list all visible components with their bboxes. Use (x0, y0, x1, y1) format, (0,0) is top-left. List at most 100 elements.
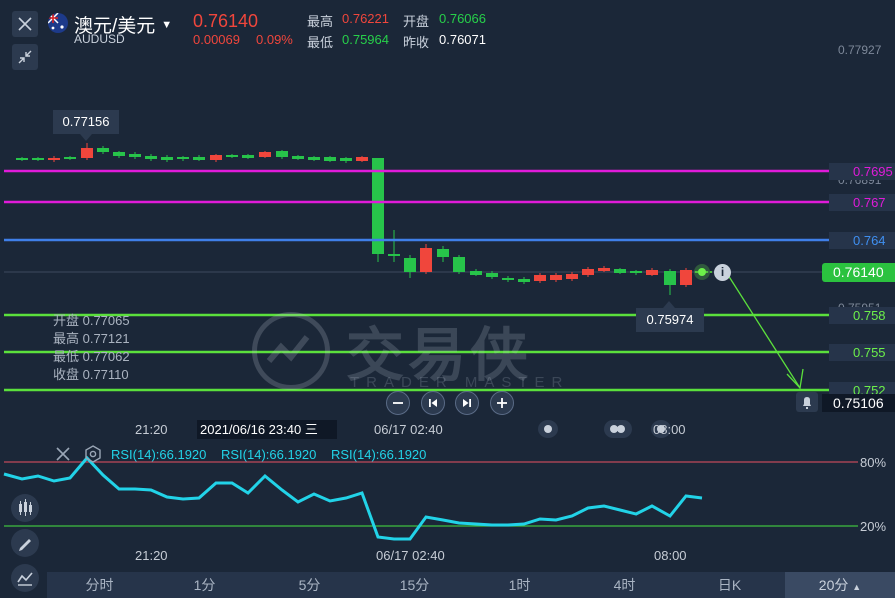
rsi-time-label-3: 08:00 (654, 548, 687, 563)
high-value: 0.76221 (342, 11, 389, 26)
ohlc-open: 开盘 0.77065 (53, 313, 130, 328)
candle-body (630, 271, 642, 273)
tab-timeline[interactable]: 分时 (85, 577, 114, 593)
draw-tool-button[interactable] (11, 529, 39, 557)
level-tag-2: 0.764 (829, 232, 895, 249)
candle-body (453, 257, 465, 272)
candle-body (356, 157, 368, 161)
current-price: 0.76140 (193, 11, 259, 31)
rsi-time-label-2: 06/17 02:40 (376, 548, 445, 563)
candle-body (598, 268, 610, 271)
rsi-label-3: RSI(14):66.1920 (331, 447, 427, 462)
candle-body (646, 270, 658, 275)
candle-body (664, 271, 676, 285)
selected-time-text: 2021/06/16 23:40 三 (200, 422, 318, 437)
candle-body (340, 158, 352, 161)
current-price-tag: 0.76140 (822, 263, 895, 282)
candle-body (518, 279, 530, 282)
candle-body (32, 158, 44, 160)
tab-20min-active[interactable]: 20分 ▲ (785, 572, 895, 598)
time-label-2: 06/17 02:40 (374, 422, 443, 437)
candle-body (420, 248, 432, 272)
tab-5min[interactable]: 5分 (298, 577, 321, 593)
candle-body (292, 156, 304, 159)
selected-time-label: 2021/06/16 23:40 三 (197, 420, 337, 439)
scroll-right-button[interactable] (455, 391, 479, 415)
rsi-settings-icon[interactable] (84, 445, 102, 463)
ohlc-close: 收盘 0.77110 (53, 367, 129, 382)
zoom-out-button[interactable] (386, 391, 410, 415)
rsi-upper-label: 80% (860, 455, 887, 470)
tab-1min[interactable]: 1分 (193, 577, 216, 593)
candle-body (404, 258, 416, 272)
flag-icon (48, 13, 68, 33)
candle-body (113, 152, 125, 156)
ohlc-panel: 开盘 0.77065 最高 0.77121 最低 0.77062 收盘 0.77… (53, 312, 130, 384)
pencil-icon (19, 539, 31, 551)
timeline-dot-1[interactable] (538, 420, 558, 438)
ohlc-low: 最低 0.77062 (53, 349, 130, 364)
low-marker-pointer (663, 301, 675, 308)
live-price-dot (698, 268, 706, 276)
bell-button[interactable] (796, 392, 818, 412)
open-label: 开盘 (403, 14, 430, 29)
symbol-code: AUDUSD (74, 32, 125, 46)
open-value: 0.76066 (439, 11, 486, 26)
high-marker-pointer (80, 134, 92, 141)
rsi-close-icon[interactable] (55, 446, 71, 462)
low-marker-tooltip: 0.75974 (636, 308, 704, 332)
zoom-in-button[interactable] (490, 391, 514, 415)
candle-body (582, 269, 594, 275)
tab-15min[interactable]: 15分 (399, 577, 430, 593)
scroll-left-button[interactable] (421, 391, 445, 415)
tab-4hour[interactable]: 4时 (613, 577, 636, 593)
candle-body (16, 158, 28, 160)
skip-back-icon (429, 399, 437, 407)
tab-daily[interactable]: 日K (717, 577, 742, 593)
price-axis-bottom: 0.75106 (822, 394, 895, 412)
high-marker-text: 0.77156 (62, 114, 110, 129)
level-tag-1: 0.767 (829, 194, 895, 211)
timeline-dot-3[interactable] (651, 420, 671, 438)
low-label: 最低 (307, 35, 334, 50)
candle-body (486, 273, 498, 277)
level-tag-3: 0.758 (829, 307, 895, 324)
rsi-label-1: RSI(14):66.1920 (111, 447, 207, 462)
info-icon[interactable]: i (714, 264, 731, 281)
caret-up-icon: ▲ (852, 582, 862, 592)
candle-body (502, 278, 514, 280)
candle-tool-button[interactable] (11, 494, 39, 522)
bell-icon (803, 397, 811, 409)
candle-body (193, 157, 205, 160)
candle-body (161, 157, 173, 160)
price-change-pct: 0.09% (256, 32, 293, 47)
ohlc-high: 最高 0.77121 (53, 331, 130, 346)
collapse-button[interactable] (12, 44, 38, 70)
tab-1hour[interactable]: 1时 (508, 577, 531, 593)
candle-body (242, 155, 254, 158)
rsi-chart[interactable] (0, 440, 895, 570)
candles (16, 143, 692, 295)
current-price-tag-text: 0.76140 (833, 264, 884, 280)
candle-body (437, 249, 449, 257)
rsi-label-2: RSI(14):66.1920 (221, 447, 317, 462)
candle-body (550, 275, 562, 280)
candle-body (259, 152, 271, 157)
indicator-tool-button[interactable] (11, 564, 39, 592)
candle-body (210, 155, 222, 160)
collapse-icon (18, 50, 32, 64)
candle-body (48, 158, 60, 160)
main-chart[interactable] (0, 0, 895, 440)
rsi-lower-label: 20% (860, 519, 887, 534)
candle-body (97, 148, 109, 152)
close-button[interactable] (12, 11, 38, 37)
level-tag-4: 0.755 (829, 344, 895, 361)
symbol-title[interactable]: 澳元/美元 ▼ (74, 11, 172, 38)
timeline-dot-2[interactable] (604, 420, 632, 438)
high-label: 最高 (307, 14, 334, 29)
candle-body (81, 148, 93, 158)
low-value: 0.75964 (342, 32, 389, 47)
candle-body (177, 157, 189, 159)
projection-arrow (727, 274, 801, 389)
candle-body (145, 156, 157, 159)
